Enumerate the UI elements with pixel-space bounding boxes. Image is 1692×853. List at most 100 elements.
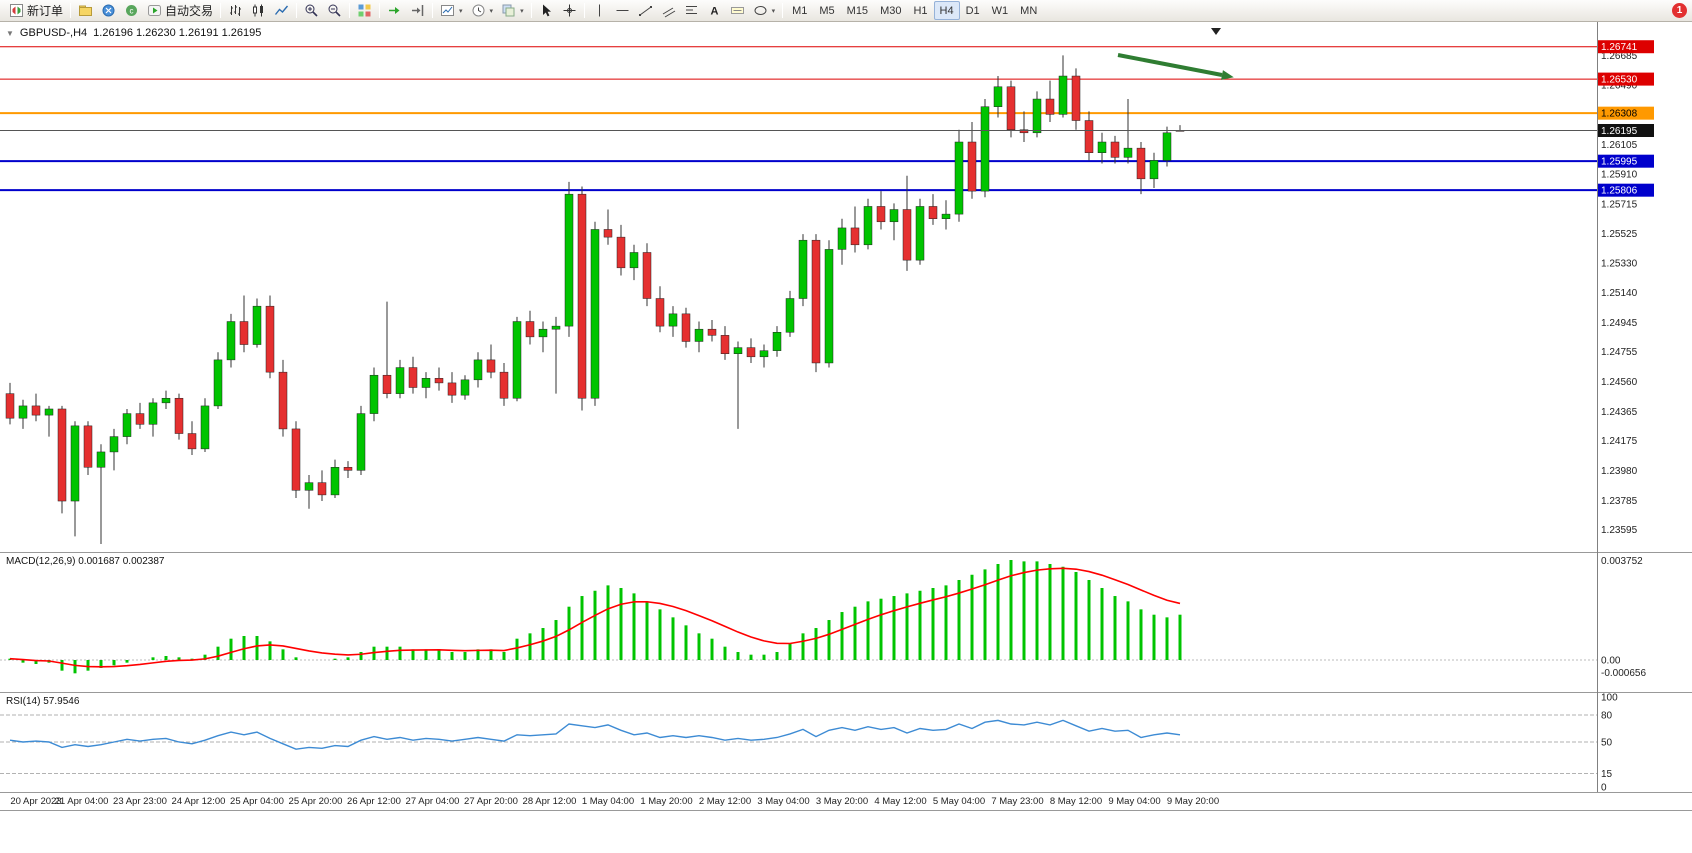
tile-windows-button[interactable] (353, 1, 376, 20)
tf-w1-button-label: W1 (991, 4, 1009, 17)
auto-scroll-button[interactable] (383, 1, 406, 20)
tf-h4-button-label: H4 (939, 4, 954, 17)
svg-text:28 Apr 12:00: 28 Apr 12:00 (523, 796, 577, 807)
crosshair-button[interactable] (558, 1, 581, 20)
svg-text:24 Apr 12:00: 24 Apr 12:00 (172, 796, 226, 807)
toolbar-separator (70, 3, 72, 18)
tf-m15-button-label: M15 (846, 4, 869, 17)
svg-text:1.25525: 1.25525 (1601, 229, 1638, 240)
svg-text:9 May 20:00: 9 May 20:00 (1167, 796, 1219, 807)
candles (5, 55, 1185, 544)
svg-text:1.26741: 1.26741 (1601, 42, 1638, 53)
svg-text:0.00: 0.00 (1601, 656, 1621, 667)
svg-text:1.24175: 1.24175 (1601, 436, 1638, 447)
horizontal-line-button[interactable] (611, 1, 634, 20)
toolbar-separator (220, 3, 222, 18)
svg-text:1.23980: 1.23980 (1601, 466, 1638, 477)
profiles-icon (78, 3, 93, 18)
svg-text:1.24365: 1.24365 (1601, 407, 1638, 418)
text-button[interactable]: A (703, 1, 726, 20)
svg-text:23 Apr 23:00: 23 Apr 23:00 (113, 796, 167, 807)
zoom-out-button[interactable] (323, 1, 346, 20)
template-button[interactable]: ▾ (497, 1, 528, 20)
navigator-button[interactable] (97, 1, 120, 20)
trend-arrow[interactable] (1117, 53, 1234, 80)
price-box (1598, 183, 1654, 197)
svg-text:26 Apr 12:00: 26 Apr 12:00 (347, 796, 401, 807)
chevron-down-icon: ▾ (459, 7, 463, 15)
svg-text:1.24945: 1.24945 (1601, 318, 1638, 329)
tile-windows-icon (357, 3, 372, 18)
zoom-in-button[interactable] (300, 1, 323, 20)
new-order-button-label: 新订单 (27, 4, 64, 18)
price-box (1598, 106, 1654, 120)
auto-trading-button[interactable]: 自动交易 (143, 1, 217, 20)
svg-text:A: A (710, 6, 718, 18)
line-chart-icon (274, 3, 289, 18)
tf-m30-button-label: M30 (880, 4, 902, 17)
candlestick-chart-button[interactable] (247, 1, 270, 20)
text-label-button[interactable] (726, 1, 749, 20)
tf-h1-button[interactable]: H1 (907, 1, 933, 20)
tf-m15-button[interactable]: M15 (841, 1, 874, 20)
trendline-button[interactable] (634, 1, 657, 20)
bar-chart-button[interactable] (224, 1, 247, 20)
macd-panel: 0.003752 0.00-0.000656 (0, 556, 1646, 679)
tf-h4-button[interactable]: H4 (933, 1, 960, 20)
new-chart-icon (440, 3, 455, 18)
chart-shift-marker-icon[interactable] (1211, 28, 1221, 35)
community-button[interactable]: c (120, 1, 143, 20)
new-order-icon (9, 3, 24, 18)
svg-text:8 May 12:00: 8 May 12:00 (1050, 796, 1102, 807)
svg-text:27 Apr 20:00: 27 Apr 20:00 (464, 796, 518, 807)
tf-mn-button[interactable]: MN (1014, 1, 1043, 20)
tf-d1-button[interactable]: D1 (960, 1, 986, 20)
text-icon: A (707, 3, 722, 18)
chart-shift-button[interactable] (406, 1, 429, 20)
chart-title: ▼ GBPUSD-,H4 1.26196 1.26230 1.26191 1.2… (6, 27, 261, 39)
line-chart-button[interactable] (270, 1, 293, 20)
svg-text:7 May 23:00: 7 May 23:00 (991, 796, 1043, 807)
price-box (1598, 123, 1654, 137)
svg-text:25 Apr 20:00: 25 Apr 20:00 (289, 796, 343, 807)
svg-text:27 Apr 04:00: 27 Apr 04:00 (406, 796, 460, 807)
collapse-chart-icon[interactable]: ▼ (6, 28, 14, 38)
cursor-button[interactable] (535, 1, 558, 20)
tf-mn-button-label: MN (1020, 4, 1038, 17)
fibonacci-button[interactable] (680, 1, 703, 20)
svg-text:3 May 20:00: 3 May 20:00 (816, 796, 868, 807)
vertical-line-button[interactable] (588, 1, 611, 20)
new-order-button[interactable]: 新订单 (5, 1, 67, 20)
toolbar-separator (349, 3, 351, 18)
toolbar-separator (782, 3, 784, 18)
svg-text:4 May 12:00: 4 May 12:00 (874, 796, 926, 807)
svg-text:1 May 04:00: 1 May 04:00 (582, 796, 634, 807)
tf-w1-button[interactable]: W1 (986, 1, 1015, 20)
period-button[interactable]: ▾ (467, 1, 498, 20)
cursor-icon (539, 3, 554, 18)
svg-text:9 May 04:00: 9 May 04:00 (1108, 796, 1160, 807)
tf-m1-button[interactable]: M1 (786, 1, 813, 20)
profiles-button[interactable] (74, 1, 97, 20)
toolbar-right: 1 (1672, 3, 1687, 18)
tf-m5-button[interactable]: M5 (813, 1, 840, 20)
svg-text:1 May 20:00: 1 May 20:00 (640, 796, 692, 807)
svg-text:3 May 04:00: 3 May 04:00 (757, 796, 809, 807)
price-chart[interactable]: 1.266851.264901.262951.261051.259101.257… (0, 22, 1692, 853)
chart-ohlc-values: 1.26196 1.26230 1.26191 1.26195 (93, 27, 262, 39)
new-chart-button[interactable]: ▾ (436, 1, 467, 20)
tf-m30-button[interactable]: M30 (874, 1, 907, 20)
fibo-icon (684, 3, 699, 18)
candle-chart-icon (251, 3, 266, 18)
svg-text:1.26530: 1.26530 (1601, 75, 1638, 86)
toolbar-separator (583, 3, 585, 18)
shapes-button[interactable]: ▾ (749, 1, 780, 20)
svg-text:1.26685: 1.26685 (1601, 51, 1638, 62)
channel-button[interactable] (657, 1, 680, 20)
svg-text:21 Apr 04:00: 21 Apr 04:00 (55, 796, 109, 807)
auto-trading-button-label: 自动交易 (165, 4, 214, 18)
svg-text:50: 50 (1601, 738, 1613, 749)
notifications-badge[interactable]: 1 (1672, 3, 1687, 18)
rsi-line (9, 719, 1181, 750)
